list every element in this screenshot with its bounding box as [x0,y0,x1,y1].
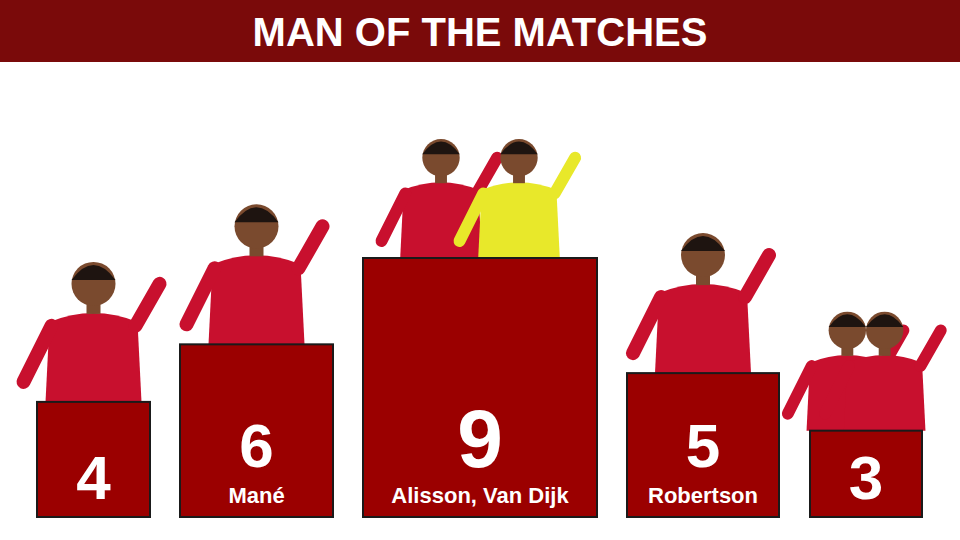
player-arm [299,226,323,268]
player-hair [681,236,725,251]
player-hair [866,314,903,327]
data-label: 9 [457,393,503,484]
player-head [866,312,903,349]
bar [810,431,922,517]
bars [37,258,922,517]
player-head [72,262,116,306]
player-arm [788,366,812,414]
bar [180,344,333,517]
player-figure [633,233,769,373]
category-label: Robertson [648,483,758,508]
player-hair [72,265,116,280]
player-figure [825,312,941,431]
chart-container: MAN OF THE MATCHES 4 6 Mané 9Alisson, Van Di… [0,0,960,540]
player-figure [460,139,576,258]
player-arm [187,268,215,324]
player-hair [829,314,866,327]
title-band [0,0,960,62]
player-head [422,139,459,176]
player-hair [500,142,537,155]
player-arm [633,297,661,353]
data-label: 5 [686,411,720,480]
bar [627,373,779,517]
player-arm [920,330,940,366]
player-jersey [844,355,926,431]
data-label: 4 [76,443,111,512]
player-arm [745,255,769,297]
player-arm [460,193,484,241]
player-head [829,312,866,349]
player-jersey [655,284,751,373]
player-jersey [209,255,305,344]
player-hair [422,142,459,155]
category-label: Alisson, Van Dijk [391,483,569,508]
player-jersey [46,313,142,402]
bar [363,258,597,517]
labels: 4 6 Mané 9Alisson, Van Dijk 5 Robertson 3 [76,393,883,512]
player-arm [136,284,160,326]
player-figure [187,204,323,344]
player-arm [24,326,52,382]
player-jersey [478,182,560,258]
player-head [500,139,537,176]
player-head [235,204,279,248]
player-figure [24,262,160,402]
data-label: 6 [239,411,273,480]
chart-svg: MAN OF THE MATCHES 4 6 Mané 9Alisson, Van Di… [0,0,960,540]
chart-title: MAN OF THE MATCHES [253,10,708,54]
player-hair [235,207,279,222]
bar [37,402,150,517]
player-head [681,233,725,277]
player-arm [825,366,849,414]
player-arm [382,193,406,241]
player-arm [555,158,575,194]
data-label: 3 [849,443,883,512]
category-label: Mané [228,483,284,508]
